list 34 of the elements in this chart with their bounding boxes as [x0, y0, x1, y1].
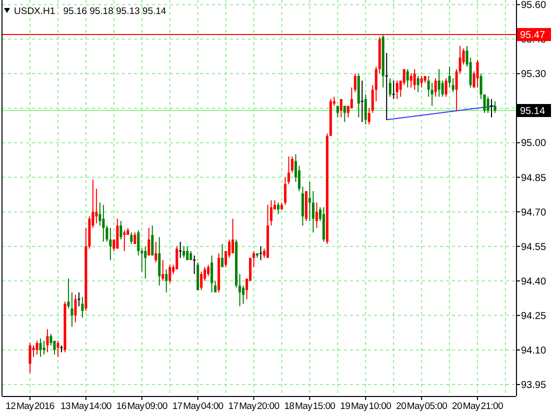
y-tick-label: 95.30 — [521, 69, 546, 80]
candlestick — [42, 340, 46, 355]
candlestick — [360, 80, 364, 122]
text: USDX.H1 — [14, 6, 56, 17]
y-tick-label: 94.85 — [521, 172, 546, 184]
y-tick-label: 94.25 — [521, 310, 546, 322]
candlestick — [259, 246, 262, 260]
text: 95.16 95.18 95.13 95.14 — [63, 6, 166, 17]
candlestick — [123, 230, 126, 251]
y-tick-label: 95.00 — [521, 138, 546, 150]
x-tick-label: 13 May 14:00 — [60, 401, 112, 412]
candlestick — [392, 80, 395, 99]
x-tick-label: 12 May 2016 — [6, 401, 54, 412]
x-tick-label: 20 May 05:00 — [396, 401, 448, 412]
x-tick-label: 16 May 09:00 — [116, 401, 168, 412]
candlestick — [36, 340, 38, 355]
candlestick — [490, 99, 493, 118]
y-tick-label: 93.95 — [521, 380, 546, 391]
y-tick-label: 94.55 — [521, 242, 546, 253]
y-tick-label: 95.60 — [521, 0, 546, 12]
ref-line-label: 95.47 — [520, 30, 546, 42]
y-tick-label: 94.10 — [521, 345, 546, 356]
y-tick-label: 94.70 — [521, 207, 546, 218]
y-tick-label: 94.40 — [521, 276, 546, 288]
x-tick-label: 18 May 15:00 — [284, 401, 336, 412]
candlestick — [385, 52, 388, 120]
ref-line-label: 95.14 — [520, 106, 546, 118]
candlestick — [193, 256, 196, 274]
x-tick-label: 17 May 04:00 — [172, 401, 224, 412]
x-tick-label: 19 May 10:00 — [340, 401, 392, 412]
candlestick — [78, 292, 80, 306]
x-tick-label: 20 May 21:00 — [452, 401, 504, 412]
x-tick-label: 17 May 20:00 — [228, 401, 280, 412]
candlestick — [179, 242, 182, 258]
